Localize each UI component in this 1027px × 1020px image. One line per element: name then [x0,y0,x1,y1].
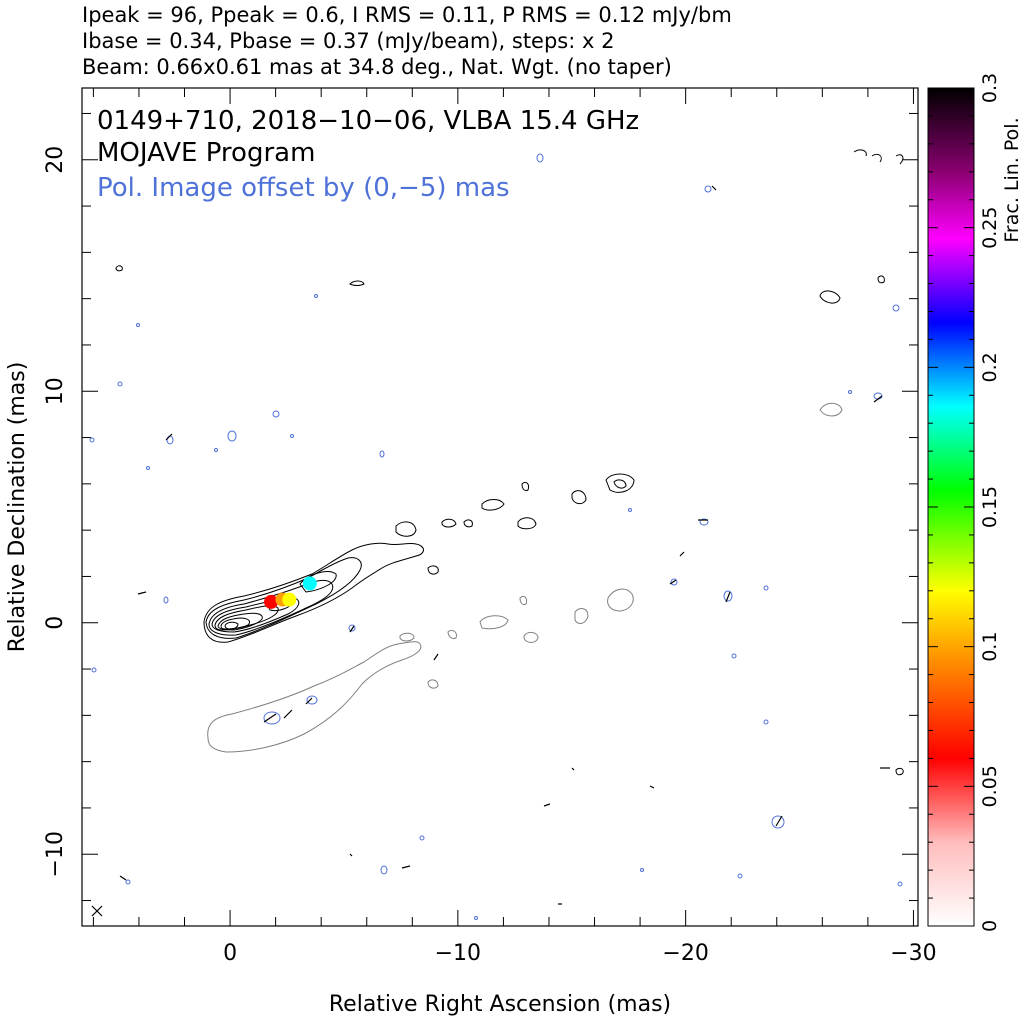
y-tick-label: 10 [43,377,68,405]
x-tick-label: −10 [435,941,481,966]
y-tick-label: 0 [43,616,68,630]
source-annotation: 0149+710, 2018−10−06, VLBA 15.4 GHz [97,106,639,136]
pol-contour-outer [207,641,422,753]
polarization-contours [207,402,843,753]
colorbar-tick-label: 0.25 [979,207,1001,249]
polarization-spots [89,153,903,920]
plot-frame [81,87,919,927]
intensity-contour-core [224,621,239,630]
y-tick-label: 20 [43,146,68,174]
intensity-contour [205,557,362,639]
colorbar-tick-label: 0.1 [979,632,1001,662]
intensity-contour [895,767,904,776]
pol-contour-blob [519,595,527,605]
intensity-contour [299,571,337,593]
intensity-contour [395,521,417,537]
intensity-contour-outer [203,542,424,643]
intensity-contour [217,612,263,631]
y-axis-label: Relative Declination (mas) [5,362,30,653]
pol-contour-blob [427,679,439,689]
colorbar-tick-label: 0.05 [979,765,1001,807]
intensity-contour [349,280,365,286]
intensity-contour [481,499,505,511]
intensity-contour [214,605,279,631]
colorbar-ticks: 0 0.05 0.1 0.15 0.2 0.25 0.3 [928,73,1001,932]
colorbar-label: Frac. Lin. Pol. [1001,117,1023,242]
pol-point [302,576,317,591]
axis-tick-labels: 0 −10 −20 −30 −10 0 10 20 [43,146,937,966]
intensity-contours [115,149,904,776]
x-tick-label: −30 [890,941,936,966]
header-line-1: Ipeak = 96, Ppeak = 0.6, I RMS = 0.11, P… [82,3,732,27]
intensity-contour [521,481,529,491]
program-annotation: MOJAVE Program [97,138,315,168]
pol-contour-blob [399,632,415,642]
colorbar-tick-label: 0.3 [979,73,1001,103]
x-tick-label: −20 [662,941,708,966]
intensity-contour [441,518,457,528]
colorbar-tick-label: 0 [979,920,1001,932]
pol-contour-blob [447,629,457,639]
y-tick-label: −10 [43,831,68,877]
intensity-contour [115,265,123,272]
pol-contour-blob [523,631,539,643]
intensity-contour [208,579,334,636]
intensity-contour [605,473,635,493]
pol-contour-blob [819,402,843,417]
axis-ticks [82,88,918,926]
offset-annotation: Pol. Image offset by (0,−5) mas [97,173,510,203]
header-line-2: Ibase = 0.34, Pbase = 0.37 (mJy/beam), s… [82,29,615,53]
intensity-contour [571,490,587,505]
colorbar-tick-label: 0.2 [979,352,1001,382]
intensity-contour [877,275,885,284]
pol-contour-blob [607,588,634,612]
pol-point [264,594,279,609]
x-axis-label: Relative Right Ascension (mas) [329,992,671,1017]
x-tick-label: 0 [223,941,237,966]
pol-contour-blob [479,615,509,630]
polarization-color-points [264,576,317,609]
intensity-contour [463,519,473,528]
evpa-ticks [91,185,890,917]
intensity-contour [819,290,841,304]
intensity-contour [427,565,439,575]
intensity-contour [613,479,627,489]
intensity-contour [220,617,251,630]
intensity-contour [517,517,537,530]
pol-contour-blob [574,608,589,624]
header-line-3: Beam: 0.66x0.61 mas at 34.8 deg., Nat. W… [82,55,672,79]
intensity-contour [211,597,300,633]
colorbar-tick-label: 0.15 [979,486,1001,528]
intensity-contour [853,149,904,165]
pol-point [282,592,297,607]
